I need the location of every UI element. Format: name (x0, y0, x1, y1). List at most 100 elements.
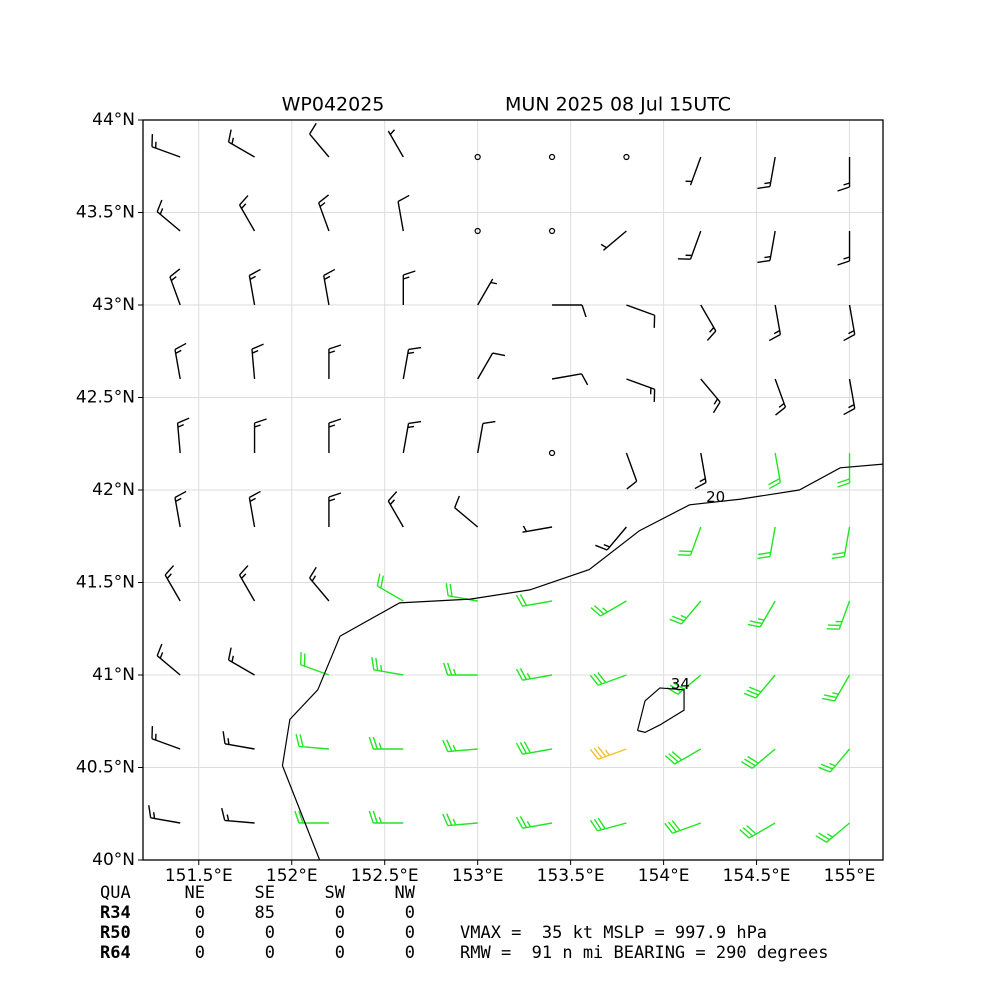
contour-line (281, 463, 884, 861)
wind-barb (253, 418, 267, 453)
calm-marker (623, 153, 630, 161)
contour-line (636, 687, 685, 733)
y-tick-label: 41°N (92, 665, 135, 685)
wind-barb (666, 674, 702, 695)
wind-barb (837, 231, 851, 266)
wind-barb (677, 526, 702, 556)
table-header: SW (325, 883, 346, 903)
wind-barb (248, 268, 261, 306)
wind-barb (700, 378, 721, 414)
wind-barb (222, 731, 255, 750)
wind-barb (664, 748, 702, 765)
wind-barb (815, 822, 850, 843)
info-line: RMW = 91 n mi BEARING = 290 degrees (460, 943, 828, 963)
wind-barb (371, 657, 404, 676)
wind-barb (227, 129, 255, 158)
y-tick-label: 44°N (92, 110, 135, 130)
x-tick-label: 154.5°E (723, 866, 791, 886)
wind-barb (821, 674, 851, 702)
wind-barb (590, 600, 627, 617)
barbs (148, 122, 856, 843)
wind-barb (685, 156, 702, 186)
table-cell: R50 (100, 923, 131, 943)
x-tick-label: 154°E (638, 866, 690, 886)
table-cell: R64 (100, 943, 131, 963)
wind-barb (376, 573, 404, 602)
wind-barb (589, 817, 627, 832)
wind-barb (476, 420, 496, 454)
wind-barb (826, 600, 851, 630)
calm-marker (548, 153, 556, 161)
wind-barb (397, 194, 410, 232)
wind-barb (368, 736, 404, 750)
wind-barb (552, 304, 587, 318)
wind-barb (169, 268, 181, 306)
wind-barb (368, 810, 404, 824)
table-cell: 0 (195, 923, 205, 943)
wind-barb (837, 453, 851, 488)
wind-barb (589, 672, 627, 686)
x-tick-label: 155°E (824, 866, 876, 886)
wind-barb (694, 452, 707, 490)
wind-barb (741, 748, 776, 769)
wind-barb (522, 525, 553, 533)
wind-barb (443, 662, 478, 676)
wind-barb (626, 304, 656, 328)
table-cell: 0 (195, 903, 205, 923)
wind-barb (442, 739, 478, 753)
wind-barb (747, 600, 776, 628)
wind-barb (600, 230, 627, 251)
wind-barb (402, 346, 422, 380)
wind-barb (328, 344, 342, 379)
table-header: QUA (100, 883, 131, 903)
table-cell: 0 (265, 943, 275, 963)
wind-barb (328, 492, 342, 527)
wind-barb (402, 420, 422, 454)
wind-barb (227, 647, 255, 676)
table-cell: 0 (405, 943, 415, 963)
table-cell: 0 (335, 903, 345, 923)
wind-barb (831, 526, 851, 560)
calm-marker (548, 227, 556, 235)
table-header: NW (395, 883, 416, 903)
y-tick-label: 40.5°N (76, 758, 135, 778)
chart-subtitle: MUN 2025 08 Jul 15UTC (505, 94, 731, 116)
wind-barb (387, 129, 404, 158)
x-tick-label: 152.5°E (351, 866, 419, 886)
wind-barb (774, 378, 787, 416)
wind-barb (818, 748, 851, 773)
wind-barb (843, 304, 856, 342)
wind-barb (700, 304, 717, 341)
wind-barb (589, 746, 627, 760)
wind-barb (402, 270, 416, 305)
wind-barb (445, 583, 478, 602)
wind-barb (625, 452, 638, 490)
wind-barb (156, 199, 181, 232)
table-cell: R34 (100, 903, 131, 923)
wind-barb (768, 304, 782, 342)
wind-barb (739, 822, 776, 839)
wind-barb (515, 741, 553, 755)
info-line: VMAX = 35 kt MSLP = 997.9 hPa (460, 923, 767, 943)
table-cell: 0 (265, 923, 275, 943)
y-tick-label: 42°N (92, 480, 135, 500)
wind-barb (238, 565, 256, 602)
wind-barb (477, 278, 498, 306)
wind-barb (295, 733, 329, 750)
table-header: SE (255, 883, 275, 903)
wind-barb (677, 230, 702, 260)
wind-barb (151, 134, 181, 158)
y-tick-label: 41.5°N (76, 573, 135, 593)
contour-label: 34 (671, 675, 690, 693)
wind-barb (387, 491, 404, 528)
calm-marker (474, 153, 481, 161)
wind-barb (515, 668, 553, 681)
x-tick-label: 153.5°E (537, 866, 605, 886)
wind-barb (151, 726, 181, 750)
wind-barb (238, 195, 256, 232)
y-tick-label: 43°N (92, 295, 135, 315)
table-cell: 0 (405, 923, 415, 943)
